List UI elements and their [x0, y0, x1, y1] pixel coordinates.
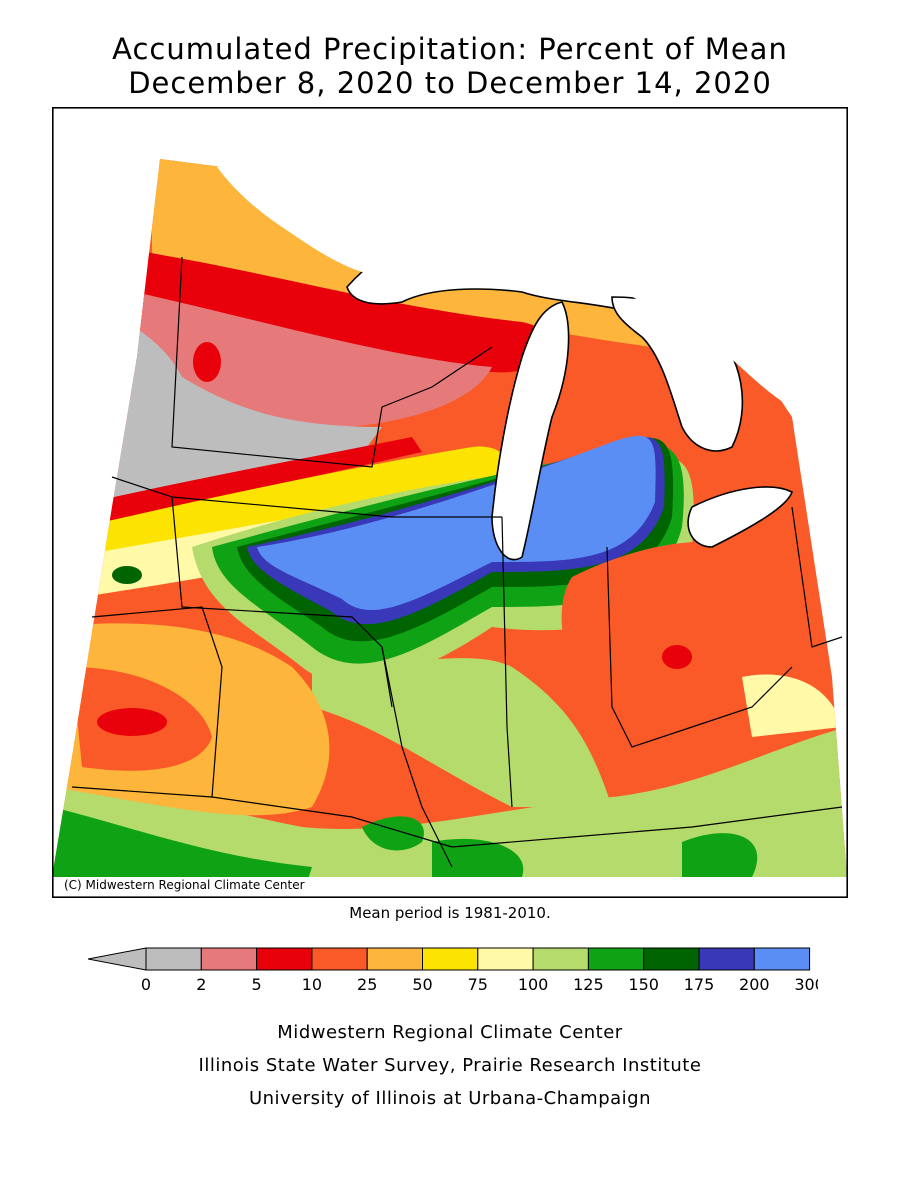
- precipitation-map: [52, 107, 848, 898]
- legend-swatch: [532, 947, 589, 971]
- legend-tick-label: 25: [357, 975, 377, 994]
- legend-tick-label: 125: [573, 975, 604, 994]
- legend-tick-label: 50: [412, 975, 432, 994]
- mean-period-note: Mean period is 1981-2010.: [349, 904, 551, 922]
- legend-swatch: [698, 947, 755, 971]
- credit-line-1: Midwestern Regional Climate Center: [277, 1022, 623, 1043]
- legend-swatch: [422, 947, 479, 971]
- legend-swatch: [200, 947, 258, 971]
- color-legend: 02510255075100125150175200300: [88, 947, 818, 994]
- legend-swatch: [477, 947, 534, 971]
- map-frame: [52, 107, 848, 898]
- legend-tick-label: 0: [141, 975, 151, 994]
- legend-tick-label: 300: [794, 975, 818, 994]
- legend-tick-label: 10: [302, 975, 322, 994]
- lake-michigan: [491, 301, 570, 561]
- legend-swatch: [643, 947, 700, 971]
- legend-swatch: [311, 947, 368, 971]
- legend-tick-label: 75: [468, 975, 488, 994]
- legend-labels: 02510255075100125150175200300: [141, 975, 818, 994]
- legend-tick-label: 150: [628, 975, 659, 994]
- legend-tick-label: 100: [518, 975, 549, 994]
- map-title-line2: December 8, 2020 to December 14, 2020: [128, 66, 772, 100]
- legend-swatch: [366, 947, 424, 971]
- legend-tick-label: 2: [196, 975, 206, 994]
- legend-arrow: [88, 947, 147, 971]
- legend-swatch: [587, 947, 645, 971]
- credit-line-3: University of Illinois at Urbana-Champai…: [248, 1088, 652, 1109]
- legend-swatch: [145, 947, 202, 971]
- legend-swatch: [256, 947, 313, 971]
- map-title-line1: Accumulated Precipitation: Percent of Me…: [112, 32, 788, 66]
- copyright-label: (C) Midwestern Regional Climate Center: [60, 877, 309, 893]
- legend-tick-label: 200: [739, 975, 770, 994]
- lake-erie: [687, 486, 793, 548]
- legend-tick-label: 5: [252, 975, 262, 994]
- credit-line-2: Illinois State Water Survey, Prairie Res…: [198, 1055, 702, 1076]
- state-boundaries: [71, 256, 843, 868]
- legend-tick-label: 175: [684, 975, 715, 994]
- legend-swatches: [88, 947, 811, 971]
- legend-swatch: [753, 947, 811, 971]
